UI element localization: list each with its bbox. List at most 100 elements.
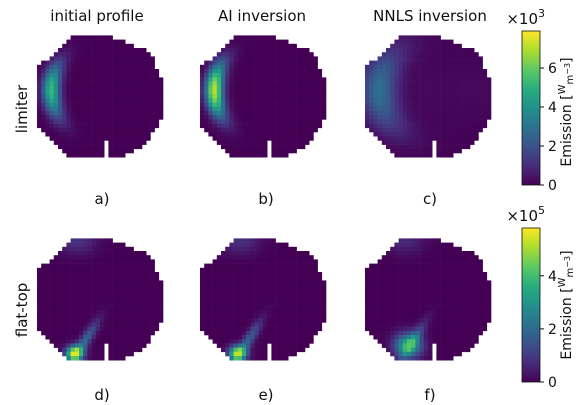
heatmap-cell <box>453 140 458 145</box>
heatmap-cell <box>436 293 441 298</box>
heatmap-cell <box>263 326 268 332</box>
heatmap-cell <box>258 148 264 154</box>
heatmap-cell <box>70 148 76 154</box>
heatmap-cell <box>53 301 59 306</box>
heatmap-cell <box>465 111 471 116</box>
heatmap-cell <box>254 35 260 40</box>
heatmap-cell <box>271 119 276 124</box>
heatmap-cell <box>449 339 454 344</box>
heatmap-cell <box>263 69 268 74</box>
heatmap-cell <box>100 351 105 357</box>
heatmap-cell <box>313 322 318 327</box>
heatmap-cell <box>150 115 155 120</box>
heatmap-cell <box>398 144 404 150</box>
heatmap-cell <box>263 259 268 264</box>
heatmap-cell <box>204 309 209 315</box>
heatmap-cell <box>83 318 88 323</box>
heatmap-cell <box>254 106 260 112</box>
heatmap-cell <box>478 288 483 294</box>
heatmap-cell <box>49 115 55 120</box>
heatmap-cell <box>242 351 247 357</box>
heatmap-cell <box>461 90 467 95</box>
heatmap-cell <box>369 115 374 120</box>
heatmap-cell <box>83 106 88 112</box>
heatmap-cell <box>271 98 276 103</box>
heatmap-panel-e <box>200 238 327 361</box>
heatmap-cell <box>305 119 310 124</box>
heatmap-cell <box>200 301 205 306</box>
heatmap-cell <box>208 64 213 70</box>
heatmap-cell <box>37 102 42 108</box>
heatmap-cell <box>263 246 268 252</box>
heatmap-cell <box>66 127 71 133</box>
heatmap-cell <box>154 309 160 315</box>
heatmap-cell <box>49 309 55 315</box>
heatmap-cell <box>137 272 143 277</box>
heatmap-cell <box>407 293 412 298</box>
heatmap-cell <box>300 309 306 315</box>
heatmap-cell <box>402 351 408 357</box>
heatmap-cell <box>142 123 147 129</box>
heatmap-cell <box>250 52 255 57</box>
heatmap-cell <box>321 288 327 294</box>
heatmap-cell <box>365 309 370 315</box>
heatmap-cell <box>108 351 113 357</box>
heatmap-cell <box>279 73 285 78</box>
heatmap-cell <box>263 56 268 61</box>
heatmap-cell <box>411 276 416 281</box>
heatmap-cell <box>461 56 467 61</box>
heatmap-cell <box>423 102 429 108</box>
heatmap-cell <box>271 48 276 53</box>
heatmap-cell <box>407 94 412 99</box>
heatmap-cell <box>66 356 71 361</box>
heatmap-cell <box>313 60 318 66</box>
heatmap-cell <box>411 351 416 357</box>
heatmap-cell <box>482 115 488 120</box>
heatmap-cell <box>233 123 239 129</box>
heatmap-cell <box>411 77 416 82</box>
heatmap-cell <box>246 115 251 120</box>
heatmap-cell <box>300 94 306 99</box>
heatmap-cell <box>474 259 479 264</box>
heatmap-cell <box>37 314 42 319</box>
heatmap-cell <box>121 242 126 248</box>
heatmap-cell <box>66 314 71 319</box>
heatmap-cell <box>436 326 441 332</box>
heatmap-cell <box>233 297 239 302</box>
heatmap-cell <box>470 77 475 82</box>
heatmap-cell <box>221 259 226 264</box>
heatmap-cell <box>242 280 247 285</box>
heatmap-cell <box>204 123 209 129</box>
heatmap-cell <box>267 106 272 112</box>
heatmap-cell <box>457 111 462 116</box>
heatmap-cell <box>129 136 134 141</box>
heatmap-cell <box>208 272 213 277</box>
heatmap-cell <box>83 267 88 273</box>
heatmap-cell <box>62 64 67 70</box>
heatmap-cell <box>66 259 71 264</box>
heatmap-cell <box>83 102 88 108</box>
heatmap-cell <box>390 276 395 281</box>
heatmap-cell <box>74 255 80 260</box>
heatmap-cell <box>263 60 268 66</box>
heatmap-cell <box>428 111 433 116</box>
heatmap-cell <box>453 259 458 264</box>
heatmap-cell <box>394 330 399 336</box>
heatmap-cell <box>263 314 268 319</box>
heatmap-cell <box>225 276 230 281</box>
heatmap-cell <box>233 251 239 256</box>
heatmap-cell <box>100 259 105 264</box>
heatmap-cell <box>83 305 88 311</box>
heatmap-cell <box>246 351 251 357</box>
heatmap-cell <box>296 326 302 332</box>
heatmap-cell <box>108 140 113 145</box>
heatmap-cell <box>407 85 412 91</box>
heatmap-cell <box>440 335 446 340</box>
heatmap-cell <box>91 330 97 336</box>
heatmap-cell <box>321 81 327 87</box>
heatmap-cell <box>402 48 408 53</box>
heatmap-cell <box>465 119 471 124</box>
heatmap-cell <box>83 81 88 87</box>
heatmap-cell <box>242 276 247 281</box>
heatmap-cell <box>440 106 446 112</box>
